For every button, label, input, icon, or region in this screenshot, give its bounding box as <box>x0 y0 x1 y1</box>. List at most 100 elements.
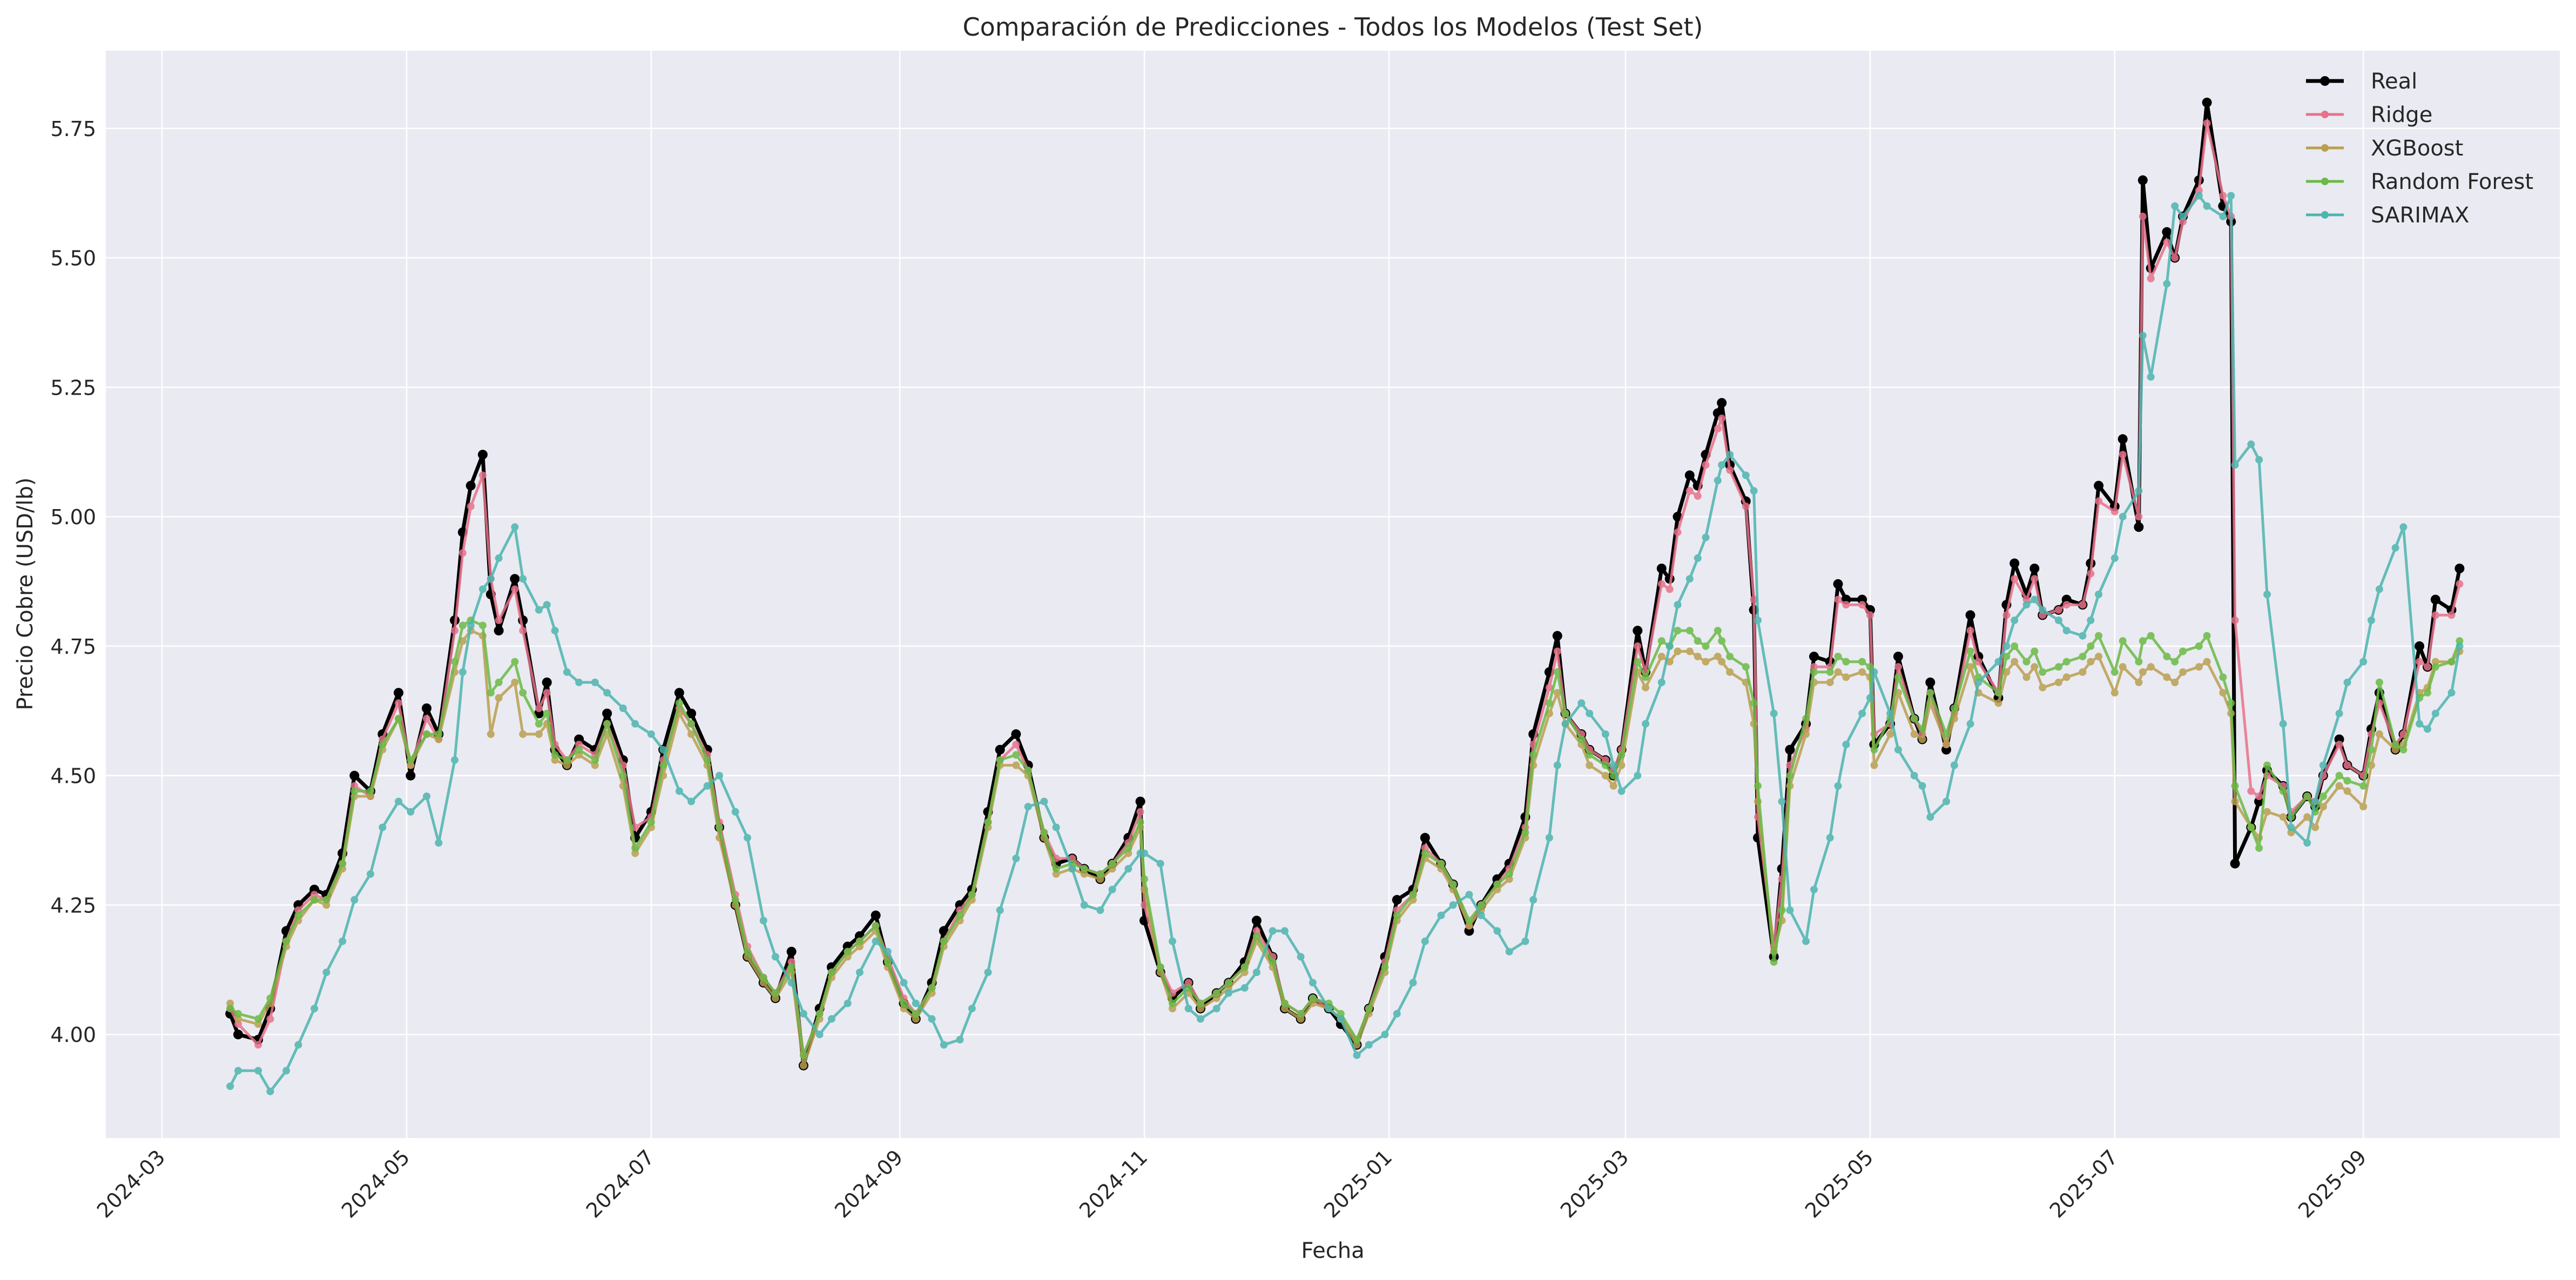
data-point <box>827 1015 835 1023</box>
data-point <box>1994 689 2002 697</box>
data-point <box>1040 797 1048 805</box>
legend-label: Real <box>2371 69 2417 94</box>
data-point <box>1437 859 1445 868</box>
data-point <box>2263 808 2271 816</box>
data-point <box>1750 699 1758 707</box>
data-point <box>2110 689 2119 697</box>
data-point <box>2203 119 2211 127</box>
data-point <box>1135 796 1145 807</box>
data-point <box>844 999 852 1007</box>
data-point <box>2002 611 2011 619</box>
data-point <box>2335 782 2343 790</box>
data-point <box>602 708 612 719</box>
data-point <box>1926 689 1934 697</box>
data-point <box>1108 885 1116 893</box>
data-point <box>731 808 739 816</box>
data-point <box>2163 673 2171 681</box>
data-point <box>1609 782 1617 790</box>
data-point <box>266 1015 274 1023</box>
data-point <box>2203 632 2211 640</box>
data-point <box>2095 497 2103 505</box>
data-point <box>435 730 443 738</box>
data-point <box>2431 658 2439 666</box>
data-point <box>423 793 430 800</box>
data-point <box>1656 564 1667 573</box>
legend-marker <box>2321 144 2329 152</box>
data-point <box>984 818 992 826</box>
data-point <box>2139 637 2147 645</box>
data-point <box>511 585 519 593</box>
data-point <box>1926 813 1934 821</box>
data-point <box>1694 492 1702 500</box>
data-point <box>900 979 908 987</box>
data-point <box>1252 932 1260 940</box>
data-point <box>2279 720 2287 728</box>
data-point <box>1886 709 1894 717</box>
data-point <box>2162 227 2172 237</box>
data-point <box>787 979 795 987</box>
data-point <box>2179 212 2187 220</box>
data-point <box>1280 1005 1289 1013</box>
data-point <box>234 1067 242 1075</box>
data-point <box>1169 937 1176 945</box>
data-point <box>1694 653 1702 661</box>
data-point <box>2134 522 2144 532</box>
data-point <box>1657 679 1665 686</box>
data-point <box>495 554 503 562</box>
data-point <box>542 678 552 687</box>
data-point <box>322 901 331 909</box>
data-point <box>2137 175 2148 185</box>
y-tick-label: 4.50 <box>50 764 96 788</box>
data-point <box>716 823 723 831</box>
data-point <box>2195 192 2203 200</box>
data-point <box>478 621 487 629</box>
data-point <box>2002 642 2011 650</box>
data-point <box>1718 658 1726 666</box>
data-point <box>1012 751 1020 759</box>
data-point <box>2311 797 2319 805</box>
data-point <box>787 963 795 971</box>
data-point <box>322 969 331 977</box>
data-point <box>1826 668 1834 676</box>
data-point <box>1141 875 1148 883</box>
data-point <box>1096 870 1104 878</box>
data-point <box>744 947 751 956</box>
data-point <box>2416 720 2424 728</box>
data-point <box>1966 663 1974 671</box>
data-point <box>1910 730 1918 738</box>
data-point <box>1685 627 1694 635</box>
data-point <box>2424 725 2431 733</box>
data-point <box>687 730 695 738</box>
data-point <box>1240 984 1249 992</box>
data-point <box>2431 663 2439 671</box>
data-point <box>1353 1041 1361 1049</box>
data-point <box>226 1005 234 1013</box>
data-point <box>1420 832 1430 843</box>
data-point <box>2087 658 2095 666</box>
data-point <box>759 973 767 981</box>
data-point <box>1325 1005 1333 1013</box>
data-point <box>2195 663 2203 671</box>
data-point <box>647 818 655 826</box>
data-point <box>939 926 949 936</box>
data-point <box>2171 658 2179 666</box>
y-axis-label: Precio Cobre (USD/lb) <box>13 477 38 710</box>
data-point <box>575 746 583 754</box>
data-point <box>2147 663 2155 671</box>
data-point <box>1353 1035 1361 1044</box>
data-point <box>407 761 415 769</box>
data-point <box>2087 617 2095 624</box>
data-point <box>1802 937 1810 945</box>
data-point <box>1634 771 1642 780</box>
data-point <box>1633 626 1643 636</box>
data-point <box>1674 528 1682 536</box>
data-point <box>631 844 639 852</box>
data-point <box>631 720 639 728</box>
data-point <box>1742 663 1750 671</box>
x-tick-label: 2025-03 <box>1556 1145 1633 1222</box>
x-tick-label: 2024-09 <box>830 1145 907 1222</box>
data-point <box>686 708 696 719</box>
data-point <box>1694 637 1702 645</box>
data-point <box>2343 679 2351 686</box>
data-point <box>1965 610 1975 620</box>
